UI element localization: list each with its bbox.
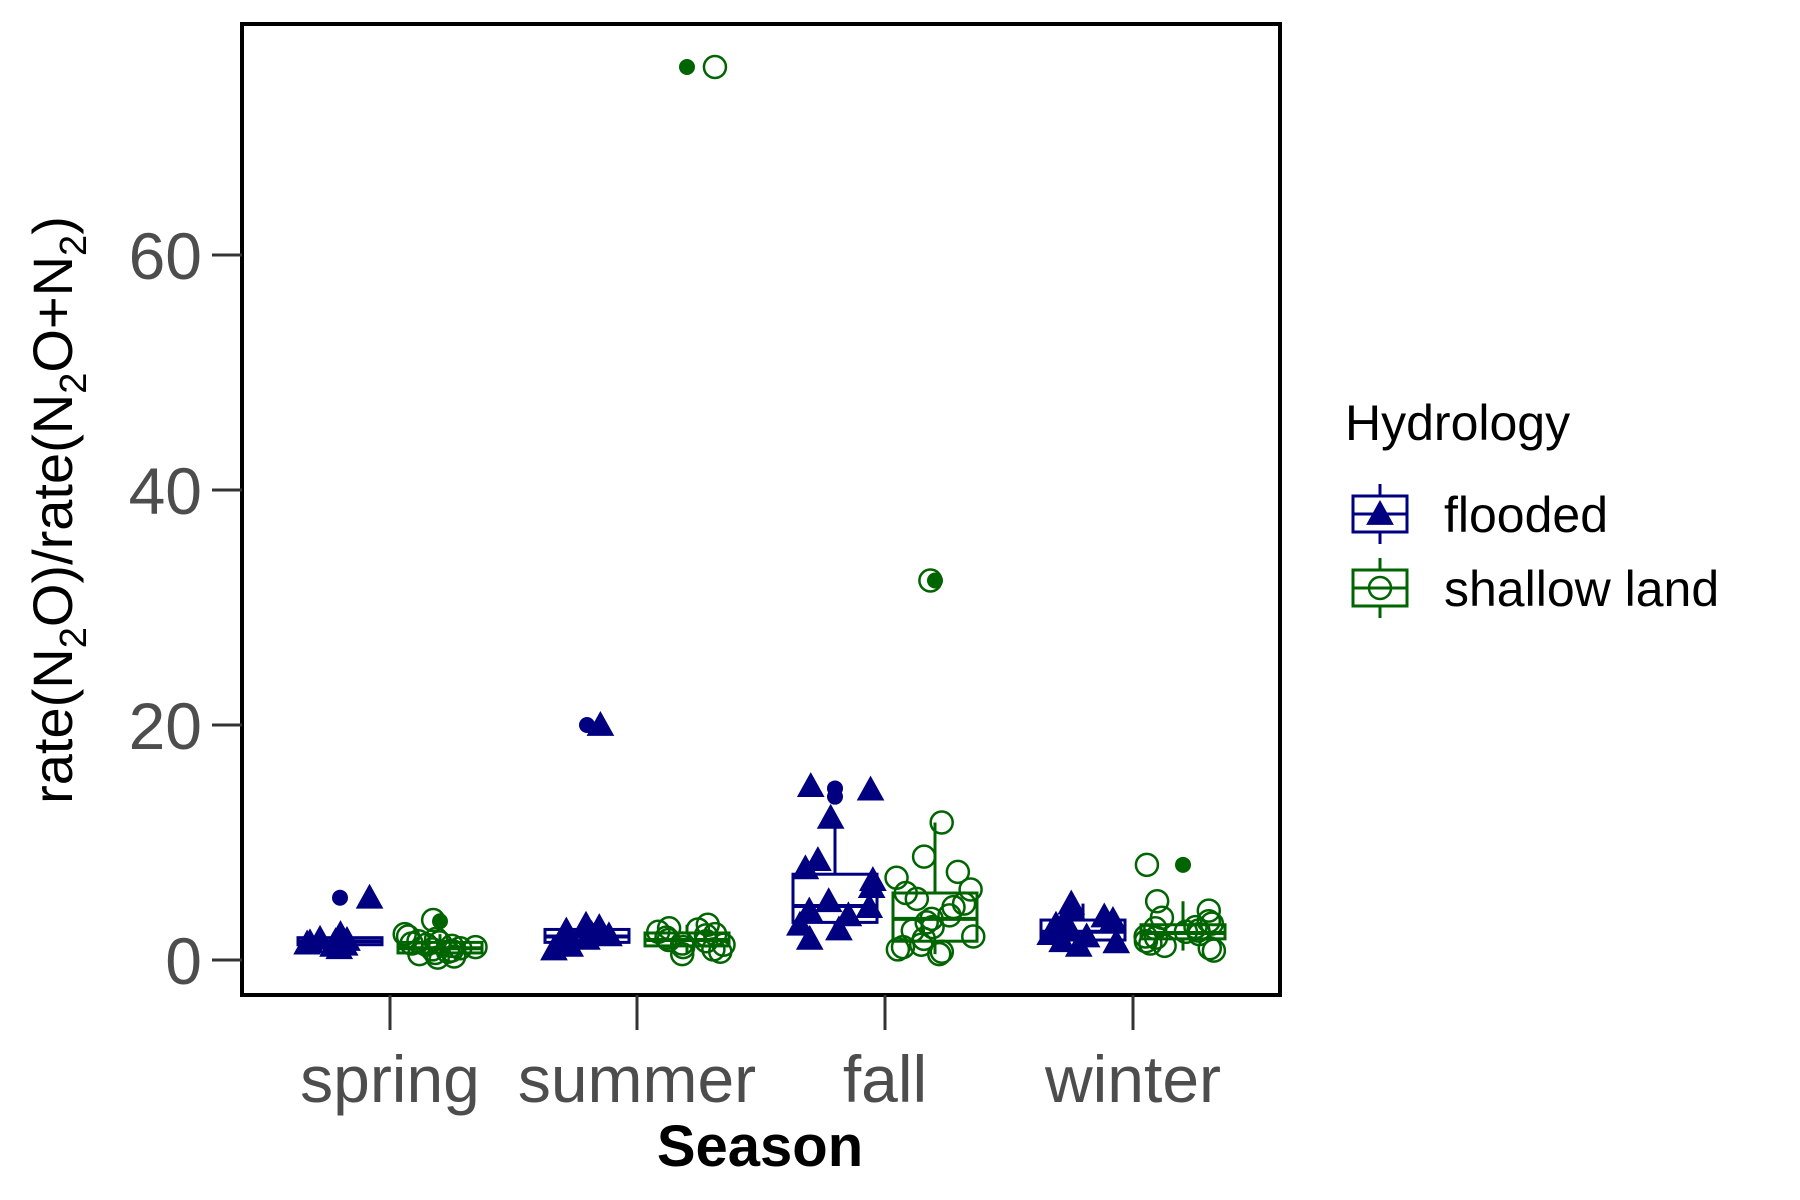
plot-area [240,22,1282,997]
series-flooded [293,710,1131,961]
data-point [951,891,977,916]
x-axis-title: Season [657,1114,863,1179]
data-point [1199,911,1225,936]
data-point [795,924,824,950]
data-point [420,907,446,933]
y-tick-label: 20 [129,689,202,763]
data-point [859,866,887,891]
legend-item-flooded: flooded [1351,484,1608,544]
data-point [825,915,853,941]
x-tick-label-winter: winter [1044,1042,1221,1116]
data-point [890,934,916,960]
data-point [1196,898,1222,923]
data-point [333,925,361,951]
data-point [1102,928,1131,954]
data-point [945,859,971,885]
data-point [702,921,728,947]
data-point [941,894,966,920]
box-summer [643,54,736,967]
y-axis: 0 20 40 60 [129,219,242,998]
series-shallow-land [392,54,1227,970]
data-point [814,887,843,913]
data-point [919,906,944,932]
data-point [929,939,955,965]
data-point [1173,919,1199,945]
data-point [319,931,347,957]
data-point [355,883,384,909]
y-tick-label: 0 [165,924,202,998]
y-tick-label: 60 [129,219,202,293]
data-point [1143,916,1168,941]
data-point [1144,889,1170,914]
box-summer [540,710,631,961]
data-point [1057,889,1086,915]
data-point [961,924,986,949]
box-winter [1133,852,1227,963]
data-point [1196,908,1222,934]
data-point [958,877,983,902]
legend-item-shallow-land: shallow land [1351,558,1719,618]
data-point [918,568,943,593]
box-fall [786,772,887,950]
data-point [914,910,939,935]
data-point [929,810,954,835]
data-point [572,910,600,936]
y-axis-title: rate(N2O)/rate(N2O+N2) [21,216,95,804]
outlier-point [827,788,843,805]
data-point [893,880,919,906]
outlier-point [927,572,943,589]
data-point [920,914,945,940]
data-point [392,921,417,947]
data-point [1138,931,1163,956]
data-point [414,932,439,957]
data-point [911,844,937,869]
box-fall [884,568,986,967]
legend-title: Hydrology [1345,395,1570,451]
box-winter [1036,889,1131,957]
data-point [855,893,884,919]
data-point [463,934,488,960]
outlier-point [332,889,348,906]
data-point [796,772,825,797]
data-point [702,54,728,80]
data-point [1134,852,1160,878]
data-point [1201,938,1227,963]
legend-key-marker [1367,575,1393,601]
data-point [654,925,679,950]
x-tick-label-fall: fall [843,1042,927,1116]
y-tick-label: 40 [129,454,202,528]
data-point [670,931,695,956]
data-point [1197,936,1223,961]
legend-label: shallow land [1444,561,1719,617]
data-point [422,940,448,966]
box-spring [293,883,384,960]
data-point [656,916,682,941]
box-spring [392,907,488,970]
data-point [834,901,863,927]
data-point [786,910,814,936]
data-point [804,846,832,872]
x-axis: spring summer fall winter [300,995,1221,1116]
x-tick-label-summer: summer [518,1042,756,1116]
data-point [816,803,845,829]
data-point [586,710,615,736]
outlier-point [1175,856,1191,873]
data-point [1099,906,1127,931]
data-point [293,929,321,955]
x-tick-label-spring: spring [300,1042,480,1116]
data-point [856,775,885,801]
data-point [669,941,695,967]
plot-border [240,22,1282,997]
legend-key-marker [1366,499,1394,525]
data-point [646,919,671,945]
data-point [546,929,575,955]
data-point [1048,911,1077,937]
legend-label: flooded [1444,487,1608,543]
data-point [685,917,711,942]
data-point [427,930,452,955]
outlier-point [679,59,695,75]
legend: Hydrology flooded shallow land [1345,395,1719,618]
data-point [795,896,824,922]
